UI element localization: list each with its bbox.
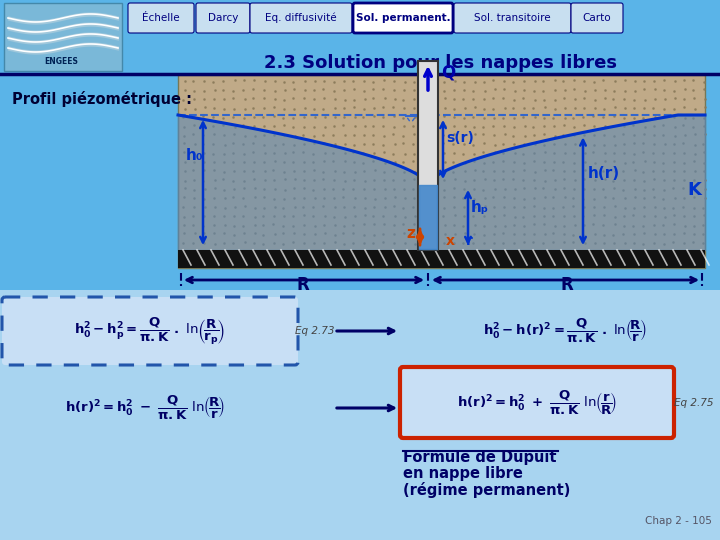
Text: Eq 2.75: Eq 2.75 bbox=[674, 397, 714, 408]
Text: Q: Q bbox=[441, 64, 455, 82]
Bar bbox=[178, 75, 705, 268]
Bar bbox=[178, 250, 705, 268]
FancyBboxPatch shape bbox=[454, 3, 571, 33]
Text: s(r): s(r) bbox=[446, 131, 474, 145]
Text: (régime permanent): (régime permanent) bbox=[403, 482, 570, 498]
Text: Eq. diffusivité: Eq. diffusivité bbox=[265, 13, 337, 23]
Text: R: R bbox=[297, 276, 310, 294]
FancyBboxPatch shape bbox=[400, 367, 674, 438]
Text: h(r): h(r) bbox=[588, 166, 620, 181]
FancyBboxPatch shape bbox=[571, 3, 623, 33]
Text: 2.3 Solution pour les nappes libres: 2.3 Solution pour les nappes libres bbox=[264, 54, 616, 72]
Text: $\mathbf{h(r)^2 = h_0^2\ +\ \dfrac{Q}{\pi.K}\ \ln\!\left(\!\dfrac{r}{R}\!\right): $\mathbf{h(r)^2 = h_0^2\ +\ \dfrac{Q}{\p… bbox=[457, 388, 617, 416]
Text: Carto: Carto bbox=[582, 13, 611, 23]
FancyBboxPatch shape bbox=[196, 3, 250, 33]
Bar bbox=[418, 61, 438, 250]
Text: Darcy: Darcy bbox=[208, 13, 238, 23]
Text: hₚ: hₚ bbox=[471, 200, 489, 215]
Text: Formule de Dupuit: Formule de Dupuit bbox=[403, 450, 557, 465]
Text: Sol. permanent.: Sol. permanent. bbox=[356, 13, 450, 23]
Text: h₀: h₀ bbox=[186, 148, 204, 163]
Text: Échelle: Échelle bbox=[142, 13, 180, 23]
Text: ENGEES: ENGEES bbox=[44, 57, 78, 66]
Text: Eq 2.73: Eq 2.73 bbox=[295, 326, 335, 336]
Bar bbox=[4, 3, 122, 71]
Text: z: z bbox=[406, 226, 415, 241]
Text: r: r bbox=[466, 234, 473, 248]
Text: $\mathbf{h(r)^2 = h_0^2\ -\ \dfrac{Q}{\pi.K}\ \ln\!\left(\!\dfrac{R}{r}\!\right): $\mathbf{h(r)^2 = h_0^2\ -\ \dfrac{Q}{\p… bbox=[65, 394, 225, 422]
Text: R: R bbox=[560, 276, 573, 294]
FancyBboxPatch shape bbox=[128, 3, 194, 33]
Text: en nappe libre: en nappe libre bbox=[403, 466, 523, 481]
FancyBboxPatch shape bbox=[353, 3, 453, 33]
Text: $\mathbf{h_0^2 - h(r)^2 = \dfrac{Q}{\pi.K}\ .\ \ln\!\left(\!\dfrac{R}{r}\!\right: $\mathbf{h_0^2 - h(r)^2 = \dfrac{Q}{\pi.… bbox=[483, 317, 647, 345]
Text: $\mathbf{h_0^2 - h_p^2 = \dfrac{Q}{\pi.K}\ .\ \ln\!\left(\!\dfrac{R}{r_p}\!\righ: $\mathbf{h_0^2 - h_p^2 = \dfrac{Q}{\pi.K… bbox=[74, 315, 225, 347]
Text: Profil piézométrique :: Profil piézométrique : bbox=[12, 91, 192, 107]
Text: x: x bbox=[446, 234, 455, 248]
Text: K: K bbox=[687, 181, 701, 199]
Text: Chap 2 - 105: Chap 2 - 105 bbox=[645, 516, 712, 526]
Bar bbox=[0, 290, 720, 540]
FancyBboxPatch shape bbox=[2, 297, 298, 365]
FancyBboxPatch shape bbox=[250, 3, 352, 33]
Text: Sol. transitoire: Sol. transitoire bbox=[474, 13, 551, 23]
